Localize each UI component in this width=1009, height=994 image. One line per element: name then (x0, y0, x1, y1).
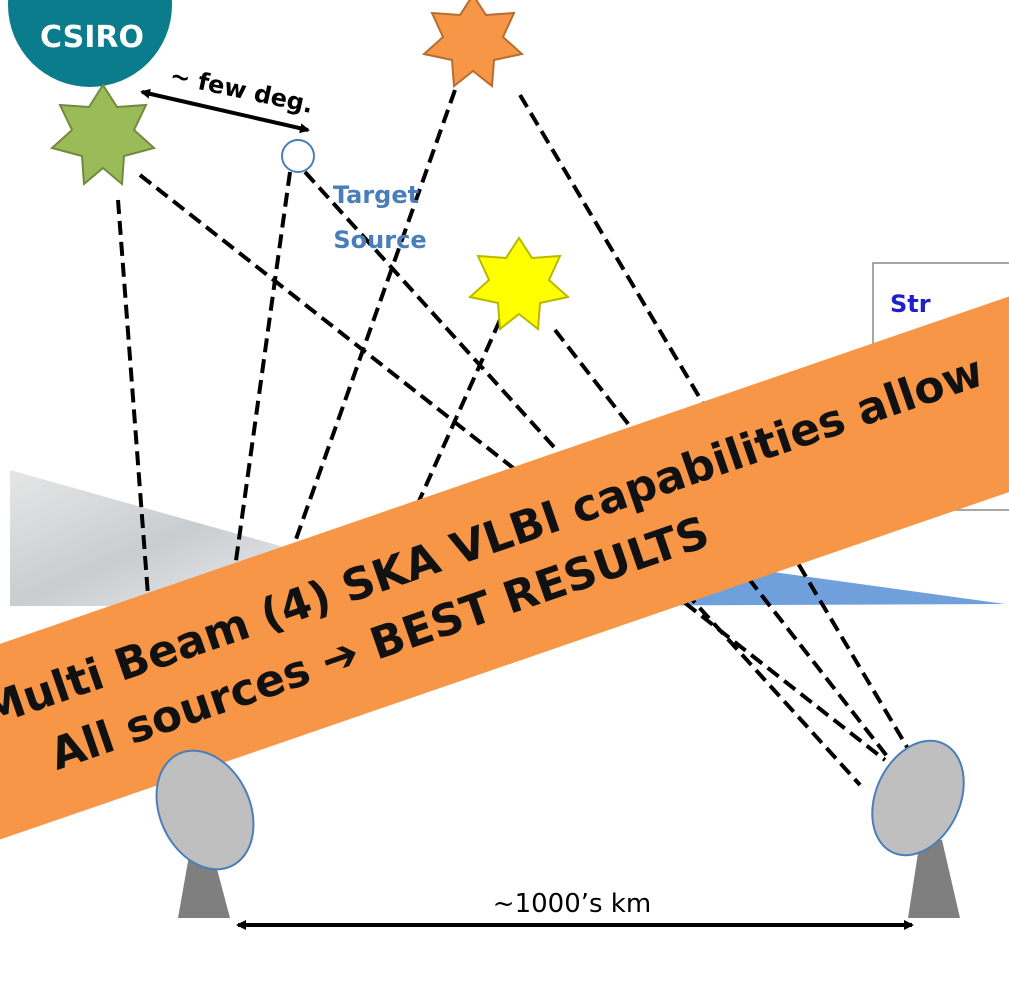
target-label: Source (333, 226, 426, 254)
baseline-label: ~1000’s km (493, 889, 651, 919)
separation-arrow (140, 88, 310, 134)
reference-source-star (49, 83, 157, 187)
separation-label: ~ few deg. (168, 61, 316, 119)
logo-text: CSIRO (40, 20, 144, 55)
telescope-dish (155, 749, 255, 871)
reference-source-star (467, 236, 571, 331)
reference-source-star (421, 0, 525, 88)
telescope-mount (908, 840, 960, 918)
banner-band (0, 256, 1009, 868)
logo-badge (8, 0, 172, 87)
info-box-title: Str (890, 290, 931, 318)
telescope-dish (871, 739, 965, 857)
telescope-mount (178, 850, 230, 918)
target-source (281, 139, 315, 173)
target-label: Target (333, 181, 419, 209)
